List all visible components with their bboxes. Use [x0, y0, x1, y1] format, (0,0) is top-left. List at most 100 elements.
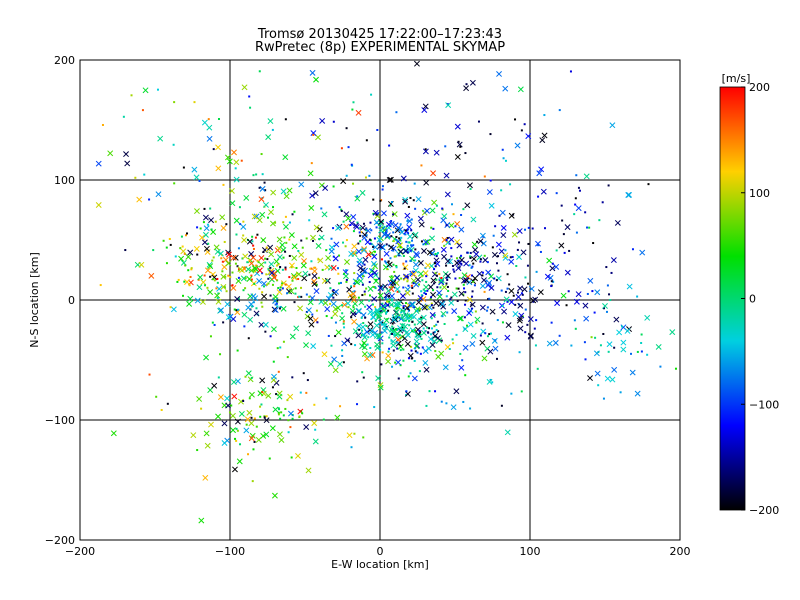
data-point-x — [517, 302, 524, 309]
data-points — [95, 60, 677, 524]
data-point-dot — [265, 273, 268, 276]
data-point-dot — [288, 238, 291, 241]
data-point-dot — [184, 234, 187, 237]
data-point-x — [527, 316, 534, 323]
data-point-x — [367, 272, 374, 279]
data-point-dot — [406, 317, 409, 320]
data-point-dot — [225, 223, 228, 226]
data-point-dot — [345, 127, 348, 130]
data-point-dot — [430, 333, 433, 336]
data-point-x — [371, 253, 378, 260]
data-point-x — [230, 427, 236, 434]
data-point-dot — [188, 284, 191, 287]
data-point-dot — [202, 221, 205, 224]
data-point-dot — [370, 268, 373, 271]
data-point-x — [238, 398, 244, 405]
data-point-x — [307, 299, 314, 306]
data-point-x — [258, 196, 265, 203]
data-point-dot — [314, 266, 317, 269]
data-point-dot — [410, 245, 413, 248]
data-point-dot — [172, 143, 175, 146]
data-point-x — [536, 170, 543, 177]
data-point-dot — [375, 213, 378, 216]
data-point-dot — [402, 305, 405, 308]
data-point-x — [358, 299, 365, 306]
data-point-x — [316, 226, 323, 233]
data-point-dot — [332, 120, 335, 123]
data-point-dot — [392, 349, 395, 352]
data-point-dot — [277, 370, 280, 373]
data-point-dot — [391, 365, 394, 368]
data-point-x — [244, 416, 251, 423]
data-point-x — [199, 234, 205, 241]
data-point-dot — [353, 432, 356, 435]
data-point-dot — [425, 275, 428, 278]
data-point-dot — [339, 281, 342, 284]
data-point-x — [180, 248, 187, 255]
data-point-dot — [646, 353, 649, 356]
data-point-dot — [419, 307, 422, 310]
data-point-dot — [402, 348, 405, 351]
data-point-x — [377, 220, 384, 227]
data-point-dot — [256, 259, 259, 262]
data-point-x — [508, 258, 515, 265]
data-point-dot — [464, 374, 467, 377]
data-point-dot — [168, 237, 171, 240]
data-point-dot — [446, 311, 449, 314]
data-point-x — [256, 267, 263, 274]
data-point-x — [270, 326, 277, 333]
data-point-x — [445, 102, 452, 109]
data-point-dot — [278, 307, 281, 310]
data-point-dot — [455, 333, 458, 336]
data-point-dot — [279, 266, 282, 269]
data-point-dot — [298, 415, 301, 418]
data-point-dot — [424, 148, 427, 151]
data-point-dot — [411, 292, 414, 295]
data-point-x — [272, 298, 279, 304]
data-point-dot — [359, 240, 362, 243]
data-point-x — [367, 352, 374, 359]
data-point-x — [289, 262, 295, 269]
data-point-dot — [274, 276, 277, 279]
data-point-x — [491, 337, 498, 344]
data-point-x — [549, 265, 556, 272]
data-point-dot — [288, 221, 291, 224]
data-point-dot — [177, 278, 180, 281]
data-point-dot — [284, 268, 287, 271]
data-point-x — [614, 219, 621, 226]
data-point-dot — [539, 250, 542, 253]
data-point-dot — [269, 294, 272, 297]
data-point-dot — [277, 287, 280, 290]
data-point-x — [626, 191, 633, 198]
data-point-dot — [583, 341, 586, 344]
data-point-x — [546, 340, 553, 347]
data-point-x — [527, 332, 534, 339]
data-point-dot — [369, 294, 372, 297]
data-point-x — [357, 265, 364, 272]
data-point-dot — [259, 405, 262, 408]
data-point-x — [350, 290, 357, 297]
data-point-dot — [428, 390, 431, 393]
data-point-x — [268, 251, 275, 258]
data-point-x — [217, 394, 224, 401]
data-point-x — [334, 414, 341, 421]
data-point-x — [344, 337, 351, 344]
data-point-dot — [134, 176, 137, 179]
data-point-x — [399, 322, 406, 329]
data-point-x — [287, 393, 294, 400]
data-point-dot — [636, 350, 639, 353]
data-point-dot — [267, 267, 270, 270]
data-point-dot — [483, 254, 486, 257]
data-point-x — [604, 375, 611, 382]
data-point-x — [429, 342, 436, 348]
data-point-dot — [372, 285, 375, 288]
data-point-dot — [330, 237, 333, 240]
data-point-x — [351, 243, 358, 250]
data-point-dot — [446, 278, 449, 281]
data-point-x — [397, 226, 404, 233]
data-point-dot — [508, 283, 511, 286]
data-point-dot — [253, 440, 256, 443]
data-point-dot — [479, 258, 482, 261]
data-point-dot — [222, 183, 225, 186]
data-point-x — [218, 307, 225, 314]
